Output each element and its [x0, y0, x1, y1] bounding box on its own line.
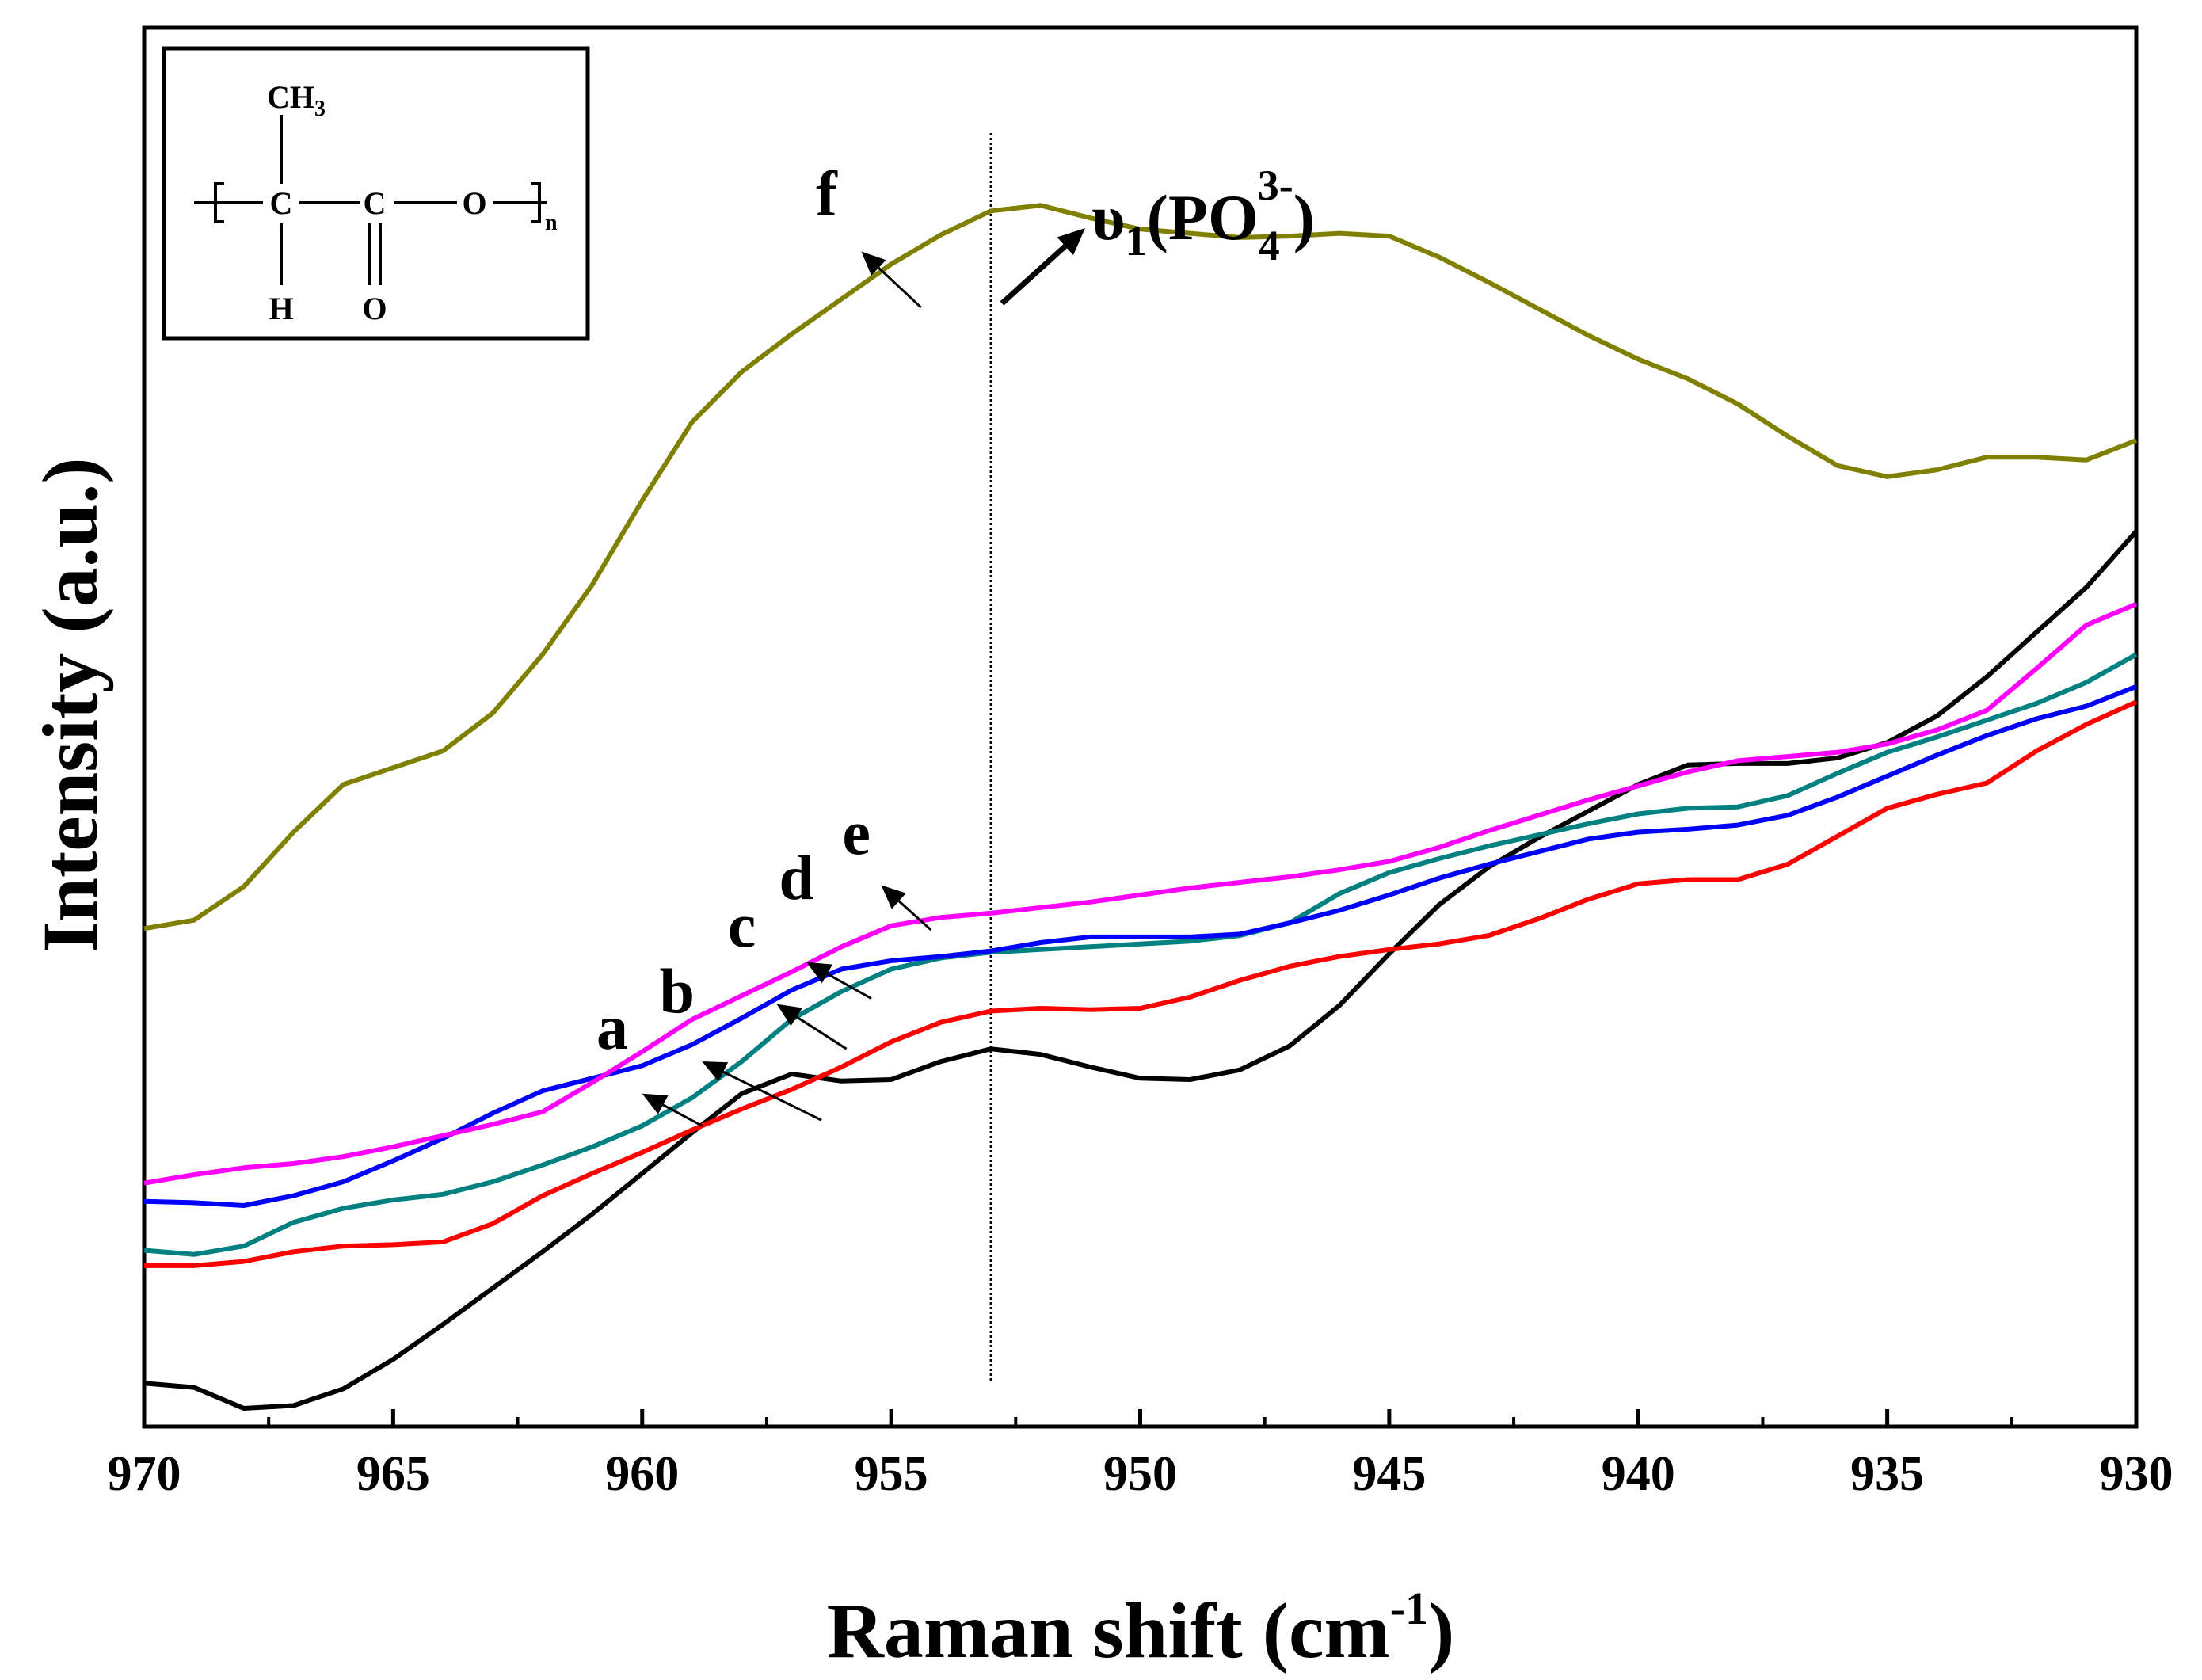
curve-label-arrow-d-shaft: [826, 973, 872, 1000]
curve-label-arrow-c-head: [776, 1004, 803, 1027]
x-tick-label: 945: [1352, 1447, 1426, 1501]
inset-h: H: [269, 291, 293, 326]
annotation-superscript: 3-: [1258, 162, 1293, 209]
inset-c1: C: [270, 185, 293, 221]
curve-c: [143, 652, 2138, 1257]
annotation-subscript-1: 1: [1126, 217, 1147, 265]
curve-label-arrow-d-head: [806, 962, 833, 984]
x-tick-label: 955: [855, 1447, 928, 1501]
annotation-close: ): [1293, 181, 1315, 253]
x-tick-label: 965: [356, 1447, 430, 1501]
x-tick-label: 930: [2100, 1447, 2173, 1501]
curve-label-arrow-a-shaft: [662, 1103, 703, 1127]
inset-structure: CH3 C C O n H O: [162, 46, 590, 341]
curve-label-e: e: [842, 799, 871, 869]
curve-label-b: b: [660, 957, 695, 1027]
annotation-arrow: [1000, 228, 1085, 306]
curve-label-arrow-e-shaft: [897, 900, 932, 931]
spectrum-curves: [143, 203, 2139, 1411]
curve-label-c: c: [728, 891, 756, 961]
x-tick-label: 935: [1850, 1447, 1924, 1501]
x-tick-label: 970: [108, 1447, 181, 1501]
curve-e: [143, 601, 2138, 1186]
inset-ch3-main: CH: [267, 79, 314, 115]
inset-ch3: CH3: [267, 79, 326, 121]
x-axis-title: Raman shift (cm-1): [827, 1583, 1455, 1674]
x-axis-title-main: Raman shift (cm: [827, 1587, 1390, 1674]
curve-label-arrow-e-head: [881, 885, 906, 909]
x-tick-label: 960: [605, 1447, 679, 1501]
curve-label-arrow-f-shaft: [878, 266, 922, 309]
inset-ch3-sub: 3: [314, 97, 326, 121]
inset-box: [162, 46, 590, 341]
peak-annotation: υ1(PO4 3-): [1091, 162, 1315, 269]
inset-n: n: [545, 211, 558, 235]
x-tick-label: 950: [1103, 1447, 1177, 1501]
x-tick-label: 940: [1602, 1447, 1675, 1501]
inset-o-chain: O: [462, 185, 486, 221]
curve-a: [143, 529, 2139, 1411]
annotation-symbol: υ: [1091, 181, 1126, 253]
annotation-subscript-4: 4: [1259, 222, 1280, 269]
curve-label-arrow-b-shaft: [722, 1070, 822, 1122]
curve-label-arrow-f-head: [861, 251, 886, 276]
x-axis-ticks: 970 965 960 955 950 945 940 935 930: [108, 1409, 2173, 1501]
curve-label-a: a: [596, 993, 628, 1063]
curve-d: [143, 684, 2138, 1208]
curve-label-arrow-c-shaft: [795, 1015, 848, 1050]
annotation-arrow-head: [1057, 228, 1085, 256]
inset-bracket-right: [531, 182, 541, 223]
inset-o-double: O: [362, 291, 387, 326]
curve-label-d: d: [779, 844, 814, 913]
curve-f: [143, 203, 2138, 931]
annotation-main: (PO: [1147, 181, 1259, 253]
x-axis-title-close: ): [1428, 1587, 1454, 1674]
curve-label-arrow-b-head: [702, 1061, 729, 1082]
curve-b: [144, 699, 2138, 1268]
y-axis-title: Intensity (a.u.): [26, 457, 114, 952]
x-axis-title-superscript: -1: [1390, 1583, 1428, 1634]
curve-label-f: f: [816, 160, 838, 230]
curve-label-arrow-a-head: [642, 1093, 669, 1114]
inset-c2: C: [364, 185, 387, 221]
annotation-arrow-shaft: [1000, 244, 1068, 306]
